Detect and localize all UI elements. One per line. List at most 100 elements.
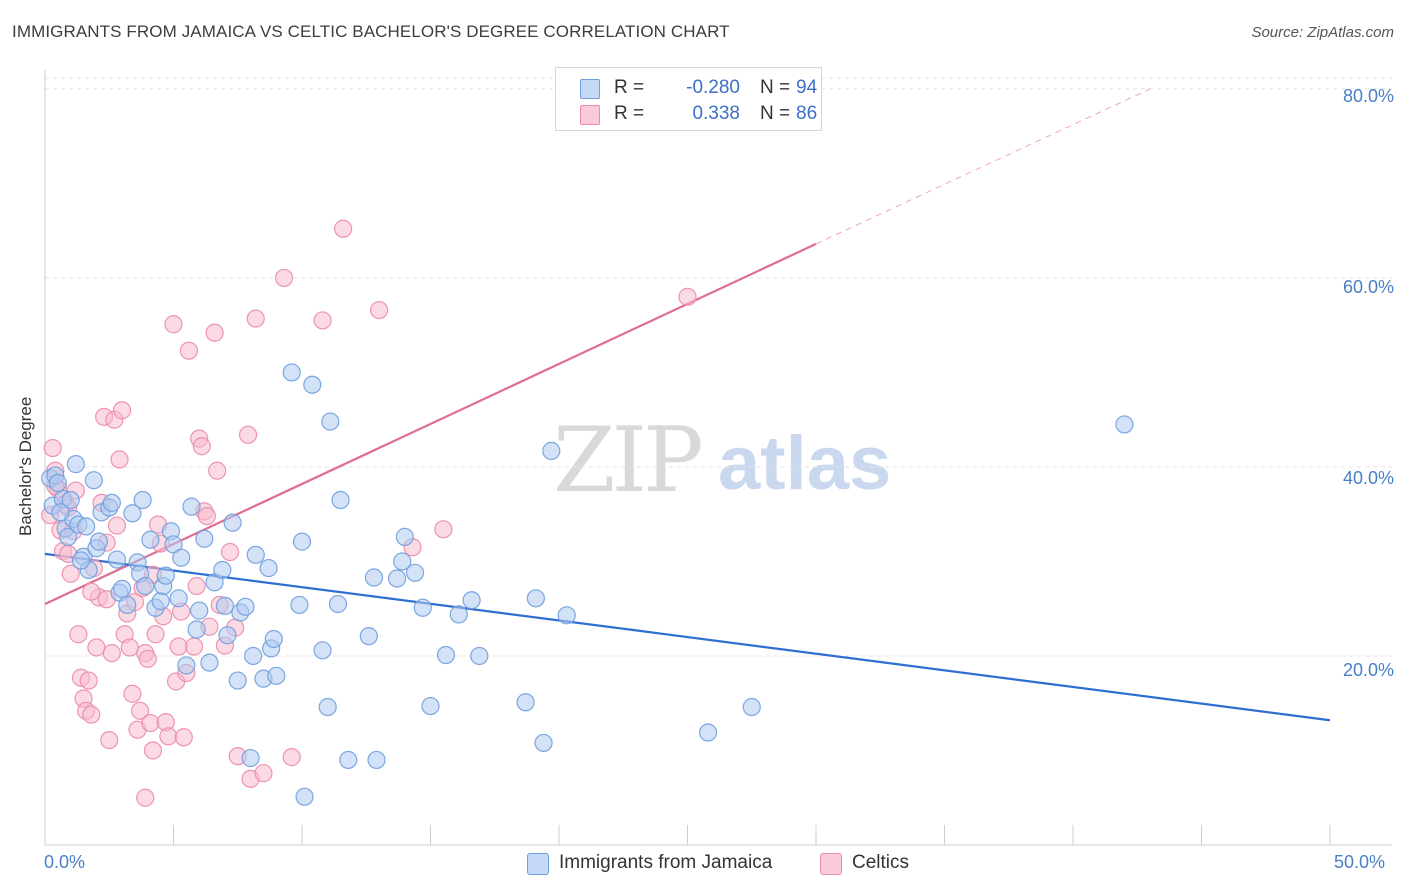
gridlines bbox=[45, 77, 1392, 657]
jamaica-point bbox=[303, 375, 322, 394]
celtics-point bbox=[43, 438, 62, 458]
jamaica-point bbox=[84, 471, 103, 490]
celtics-point bbox=[136, 788, 155, 807]
jamaica-point bbox=[282, 363, 301, 382]
celtics-point bbox=[123, 684, 142, 703]
jamaica-point bbox=[66, 455, 85, 474]
jamaica-point bbox=[51, 503, 70, 522]
celtics-point bbox=[187, 576, 206, 596]
jamaica-point bbox=[395, 527, 414, 546]
y-axis-label: Bachelor's Degree bbox=[16, 396, 35, 536]
celtics-point bbox=[169, 637, 188, 656]
jamaica-point bbox=[367, 750, 386, 770]
jamaica-point bbox=[742, 697, 761, 717]
celtics-point bbox=[254, 764, 273, 783]
celtics-point bbox=[130, 701, 150, 720]
jamaica-point bbox=[534, 733, 553, 753]
celtics-point bbox=[107, 516, 127, 535]
legend-swatch-blue bbox=[580, 79, 600, 99]
jamaica-point bbox=[331, 490, 350, 510]
celtics-point bbox=[370, 300, 389, 320]
jamaica-point bbox=[421, 696, 440, 716]
jamaica-point bbox=[436, 645, 456, 665]
jamaica-point bbox=[77, 517, 96, 536]
celtics-point bbox=[138, 649, 157, 668]
jamaica-point bbox=[264, 629, 283, 649]
jamaica-point bbox=[190, 601, 209, 620]
stats-legend: R = -0.280 N = 94 R = 0.338 N = 86 bbox=[555, 67, 822, 131]
celtics-point bbox=[110, 450, 129, 469]
legend-swatch-pink bbox=[820, 853, 842, 875]
trend-line-celtics-extension bbox=[815, 88, 1151, 245]
jamaica-point bbox=[393, 552, 412, 571]
jamaica-point bbox=[359, 627, 378, 646]
jamaica-point bbox=[172, 548, 191, 567]
jamaica-point bbox=[200, 653, 219, 672]
jamaica-point bbox=[241, 748, 260, 768]
y-tick-label-40: 40.0% bbox=[1342, 468, 1394, 488]
jamaica-point bbox=[213, 560, 232, 580]
jamaica-point bbox=[187, 620, 206, 639]
jamaica-point bbox=[112, 579, 132, 598]
n-value: 86 bbox=[796, 103, 818, 124]
axes bbox=[44, 70, 1392, 846]
jamaica-point bbox=[449, 605, 468, 624]
celtics-point bbox=[112, 401, 132, 420]
jamaica-point bbox=[156, 566, 175, 585]
jamaica-point bbox=[102, 493, 121, 512]
celtics-point bbox=[246, 309, 265, 328]
jamaica-point bbox=[698, 723, 718, 742]
n-label: N = bbox=[760, 77, 791, 98]
r-label: R = bbox=[614, 77, 645, 98]
jamaica-point bbox=[59, 527, 78, 546]
jamaica-point bbox=[133, 490, 152, 510]
jamaica-point bbox=[364, 568, 384, 587]
jamaica-point bbox=[107, 550, 127, 569]
celtics-point bbox=[238, 425, 258, 444]
celtics-point bbox=[184, 637, 204, 656]
celtics-point bbox=[313, 311, 332, 330]
jamaica-point bbox=[321, 412, 340, 431]
source-credit: Source: ZipAtlas.com bbox=[1251, 24, 1394, 41]
jamaica-point bbox=[177, 656, 196, 675]
jamaica-point bbox=[313, 641, 332, 660]
trend-line-jamaica bbox=[44, 552, 1331, 722]
celtics-point bbox=[79, 671, 98, 690]
jamaica-point bbox=[1115, 415, 1134, 434]
watermark-zip: ZIP bbox=[553, 408, 704, 513]
celtics-point bbox=[197, 506, 217, 526]
jamaica-point bbox=[267, 666, 286, 685]
celtics-point bbox=[120, 638, 139, 657]
jamaica-point bbox=[387, 569, 407, 588]
jamaica-point bbox=[557, 606, 576, 625]
jamaica-point bbox=[413, 598, 432, 617]
celtics-point bbox=[205, 323, 224, 342]
jamaica-point bbox=[542, 441, 561, 460]
legend-label: Immigrants from Jamaica bbox=[559, 852, 773, 873]
celtics-point bbox=[146, 625, 165, 644]
jamaica-point bbox=[89, 532, 109, 551]
jamaica-point bbox=[470, 646, 489, 666]
n-label: N = bbox=[760, 103, 791, 124]
jamaica-point bbox=[236, 597, 255, 616]
jamaica-point bbox=[48, 473, 67, 493]
y-tick-label-80: 80.0% bbox=[1342, 86, 1394, 106]
jamaica-point bbox=[290, 595, 309, 615]
celtics-point bbox=[220, 542, 240, 562]
celtics-point bbox=[179, 341, 199, 360]
jamaica-point bbox=[169, 589, 188, 608]
celtics-point bbox=[174, 728, 193, 747]
jamaica-point bbox=[71, 551, 91, 570]
jamaica-point bbox=[462, 591, 481, 610]
x-tick-label-max: 50.0% bbox=[1334, 852, 1386, 872]
celtics-point bbox=[69, 625, 88, 644]
jamaica-point bbox=[526, 589, 545, 608]
celtics-point bbox=[434, 520, 453, 539]
jamaica-point bbox=[195, 529, 214, 548]
data-points bbox=[41, 219, 1134, 807]
legend-label: Celtics bbox=[852, 852, 910, 873]
celtics-point bbox=[100, 730, 119, 750]
celtics-point bbox=[678, 287, 697, 306]
jamaica-point bbox=[228, 671, 247, 690]
